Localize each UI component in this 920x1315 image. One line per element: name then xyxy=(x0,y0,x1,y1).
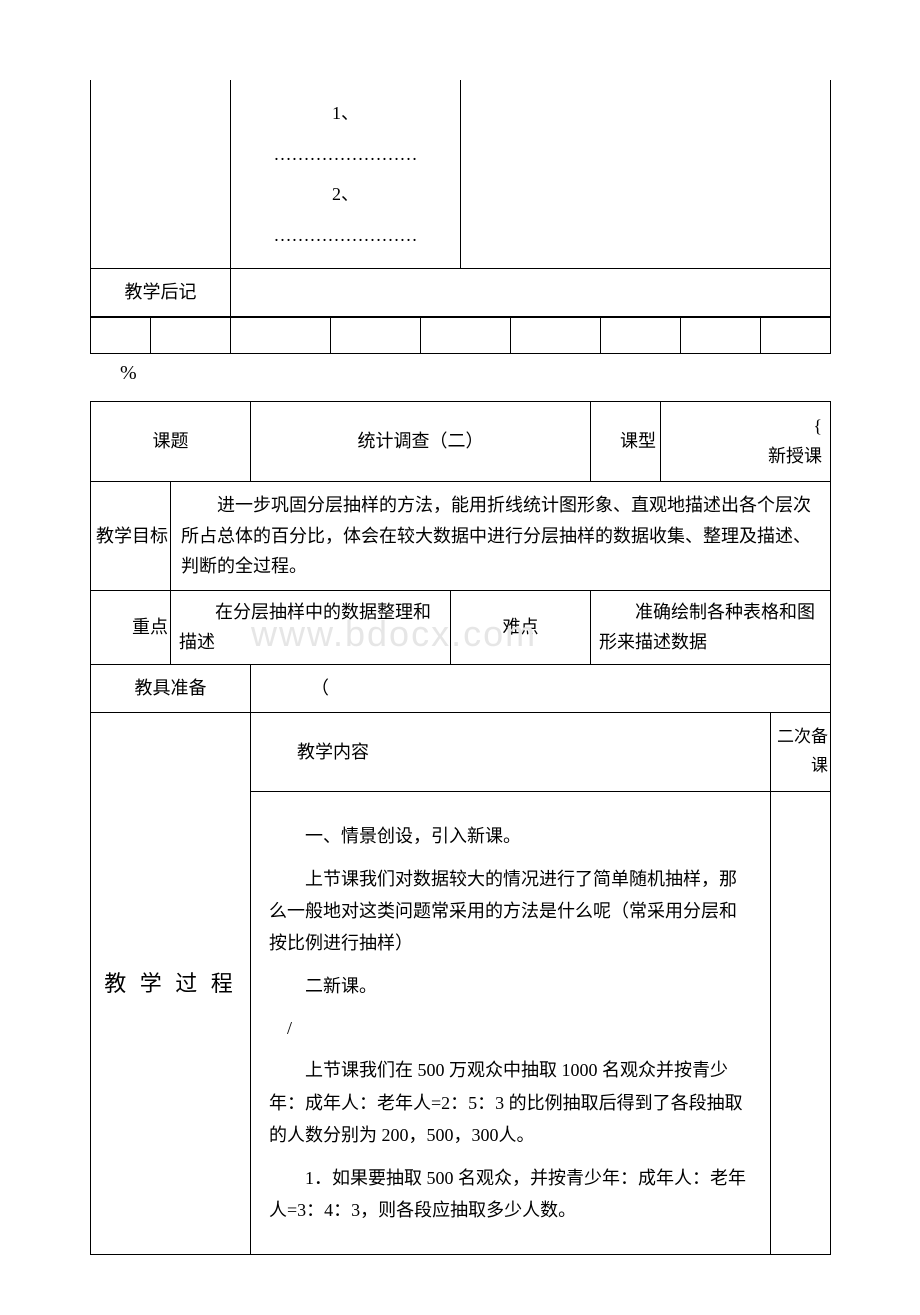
grid-cell xyxy=(151,317,231,353)
goal-label: 教学目标 xyxy=(96,526,168,546)
difficulty-label: 难点 xyxy=(503,617,539,637)
upper-table: 1、 …………………… 2、 …………………… 教学后记 xyxy=(90,80,831,317)
grid-cell xyxy=(331,317,421,353)
second-prep-label-cell: 二次备课 xyxy=(771,712,831,792)
type-label: 课型 xyxy=(620,431,656,451)
process-label-cell: 教 学 过 程 xyxy=(91,712,251,1255)
grid-cell xyxy=(91,317,151,353)
keypoint-label-cell: 重点 xyxy=(91,590,171,664)
goal-text: 进一步巩固分层抽样的方法，能用折线统计图形象、直观地描述出各个层次所占总体的百分… xyxy=(181,495,811,576)
topic-value: 统计调查（二） xyxy=(358,431,484,451)
tools-value-cell: （ xyxy=(251,664,831,712)
section2-title: 二新课。 xyxy=(305,976,377,996)
section1-p1: 上节课我们对数据较大的情况进行了简单随机抽样，那么一般地对这类问题常采用的方法是… xyxy=(269,869,737,954)
grid-cell xyxy=(761,317,831,353)
type-value: 新授课 xyxy=(768,446,822,466)
keypoint-text: 在分层抽样中的数据整理和描述 xyxy=(179,602,431,653)
topic-label: 课题 xyxy=(153,431,189,451)
item1-dots: …………………… xyxy=(274,144,418,164)
difficulty-label-cell: 难点 xyxy=(451,590,591,664)
content-body-cell: 一、情景创设，引入新课。 上节课我们对数据较大的情况进行了简单随机抽样，那么一般… xyxy=(251,792,771,1255)
keypoint-text-cell: www.bdocx.com 在分层抽样中的数据整理和描述 xyxy=(171,590,451,664)
section2-p1: 上节课我们在 500 万观众中抽取 1000 名观众并按青少年：成年人：老年人=… xyxy=(269,1060,743,1145)
item2-dots: …………………… xyxy=(274,225,418,245)
tools-value: （ xyxy=(311,678,329,698)
difficulty-text-cell: 准确绘制各种表格和图形来描述数据 xyxy=(591,590,831,664)
section1-title: 一、情景创设，引入新课。 xyxy=(305,826,521,846)
goal-label-cell: 教学目标 xyxy=(91,481,171,590)
grid-cell xyxy=(421,317,511,353)
lesson-table: 课题 统计调查（二） 课型 { 新授课 教学目标 进一步巩固分层抽样的方法，能用… xyxy=(90,401,831,1255)
percent-sign: % xyxy=(120,362,830,385)
content-label: 教学内容 xyxy=(297,742,369,762)
postscript-label: 教学后记 xyxy=(125,282,197,302)
goal-text-cell: 进一步巩固分层抽样的方法，能用折线统计图形象、直观地描述出各个层次所占总体的百分… xyxy=(171,481,831,590)
upper-left-cell xyxy=(91,80,231,269)
postscript-label-cell: 教学后记 xyxy=(91,269,231,317)
second-prep-body-cell xyxy=(771,792,831,1255)
difficulty-text: 准确绘制各种表格和图形来描述数据 xyxy=(599,602,815,653)
grid-cell xyxy=(511,317,601,353)
type-label-cell: 课型 xyxy=(591,401,661,481)
item1-prefix: 1、 xyxy=(332,103,359,123)
process-label: 教 学 过 程 xyxy=(104,971,237,996)
tools-label: 教具准备 xyxy=(135,678,207,698)
section2-q1: 1．如果要抽取 500 名观众，并按青少年：成年人：老年人=3：4：3，则各段应… xyxy=(269,1168,746,1220)
tools-label-cell: 教具准备 xyxy=(91,664,251,712)
empty-grid xyxy=(90,317,831,354)
topic-label-cell: 课题 xyxy=(91,401,251,481)
section2-slash: / xyxy=(287,1018,292,1038)
grid-cell xyxy=(231,317,331,353)
second-prep-label: 二次备课 xyxy=(777,727,828,775)
type-brace: { xyxy=(813,416,822,436)
type-value-cell: { 新授课 xyxy=(661,401,831,481)
upper-right-cell xyxy=(461,80,831,269)
topic-value-cell: 统计调查（二） xyxy=(251,401,591,481)
item2-prefix: 2、 xyxy=(332,184,359,204)
grid-cell xyxy=(681,317,761,353)
keypoint-label: 重点 xyxy=(132,617,168,637)
upper-items-cell: 1、 …………………… 2、 …………………… xyxy=(231,80,461,269)
postscript-value-cell xyxy=(231,269,831,317)
grid-cell xyxy=(601,317,681,353)
content-label-cell: 教学内容 xyxy=(251,712,771,792)
